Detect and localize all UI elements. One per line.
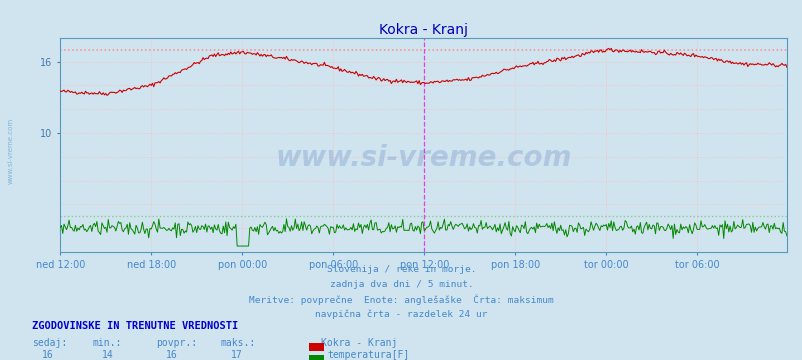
Text: 17: 17 <box>230 350 242 360</box>
Text: 14: 14 <box>102 350 114 360</box>
Text: www.si-vreme.com: www.si-vreme.com <box>7 118 14 184</box>
Text: 16: 16 <box>42 350 54 360</box>
Text: temperatura[F]: temperatura[F] <box>327 350 409 360</box>
Text: min.:: min.: <box>92 338 122 348</box>
Text: Slovenija / reke in morje.: Slovenija / reke in morje. <box>326 265 476 274</box>
Text: www.si-vreme.com: www.si-vreme.com <box>275 144 571 172</box>
Text: povpr.:: povpr.: <box>156 338 197 348</box>
Text: Meritve: povprečne  Enote: anglešaške  Črta: maksimum: Meritve: povprečne Enote: anglešaške Črt… <box>249 295 553 305</box>
Text: navpična črta - razdelek 24 ur: navpična črta - razdelek 24 ur <box>315 310 487 319</box>
Title: Kokra - Kranj: Kokra - Kranj <box>379 23 468 37</box>
Text: zadnja dva dni / 5 minut.: zadnja dva dni / 5 minut. <box>329 280 473 289</box>
Text: maks.:: maks.: <box>221 338 256 348</box>
Text: sedaj:: sedaj: <box>32 338 67 348</box>
Text: 16: 16 <box>166 350 178 360</box>
Text: Kokra - Kranj: Kokra - Kranj <box>321 338 397 348</box>
Text: ZGODOVINSKE IN TRENUTNE VREDNOSTI: ZGODOVINSKE IN TRENUTNE VREDNOSTI <box>32 321 238 331</box>
